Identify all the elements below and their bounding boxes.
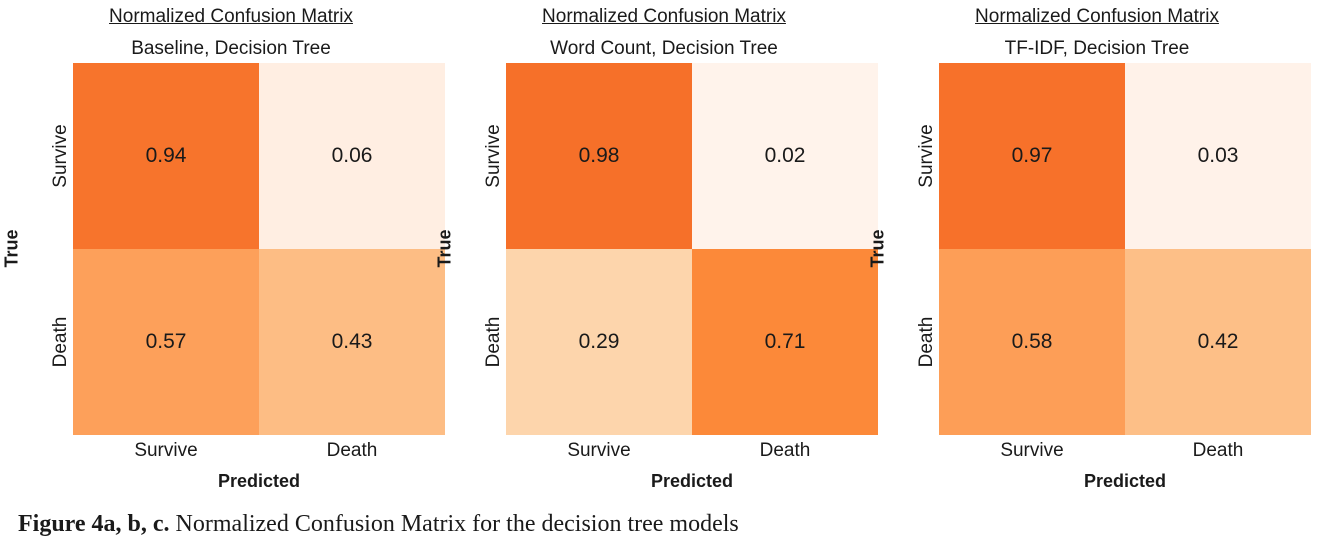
x-tick-label: Survive	[1000, 440, 1064, 461]
x-tick-label: Death	[326, 440, 378, 461]
heatmap-cell: 0.98	[506, 63, 692, 249]
confusion-matrix-panel: Normalized Confusion Matrix TF-IDF, Decis…	[868, 0, 1312, 500]
cell-value-label: 0.29	[578, 330, 620, 353]
x-tick-label: Survive	[567, 440, 631, 461]
cell-value-label: 0.71	[764, 330, 806, 353]
y-tick-label: Death	[916, 316, 937, 368]
heatmap-cell: 0.42	[1125, 249, 1311, 435]
heatmap-cell: 0.97	[939, 63, 1125, 249]
y-axis-title: True	[867, 229, 888, 268]
heatmap-cell: 0.03	[1125, 63, 1311, 249]
cell-value-label: 0.02	[764, 144, 806, 167]
y-tick-label: Survive	[916, 124, 937, 188]
figure-caption: Figure 4a, b, c. Normalized Confusion Ma…	[18, 511, 739, 538]
chart-subtitle: Baseline, Decision Tree	[131, 38, 331, 59]
chart-title: Normalized Confusion Matrix	[542, 6, 786, 27]
confusion-matrix-panel: Normalized Confusion Matrix Word Count, D…	[435, 0, 879, 500]
x-axis-title: Predicted	[217, 471, 301, 491]
heatmap-cell: 0.29	[506, 249, 692, 435]
chart-subtitle: TF-IDF, Decision Tree	[1004, 38, 1190, 59]
cell-value-label: 0.98	[578, 144, 620, 167]
heatmap-cell: 0.02	[692, 63, 878, 249]
x-axis-title: Predicted	[1083, 471, 1167, 491]
cell-value-label: 0.03	[1197, 144, 1239, 167]
x-tick-label: Survive	[134, 440, 198, 461]
y-tick-label: Death	[483, 316, 504, 368]
x-axis-title: Predicted	[650, 471, 734, 491]
y-axis-title: True	[1, 229, 22, 268]
chart-title: Normalized Confusion Matrix	[975, 6, 1219, 27]
caption-text: Normalized Confusion Matrix for the deci…	[169, 511, 739, 537]
cell-value-label: 0.94	[145, 144, 187, 167]
x-tick-label: Death	[759, 440, 811, 461]
cell-value-label: 0.43	[331, 330, 373, 353]
heatmap-grid: 0.98 0.02 0.29 0.71	[506, 63, 879, 435]
cell-value-label: 0.57	[145, 330, 187, 353]
chart-subtitle: Word Count, Decision Tree	[550, 38, 778, 59]
y-tick-label: Survive	[50, 124, 71, 188]
caption-label: Figure 4a, b, c.	[18, 511, 170, 537]
heatmap-grid: 0.97 0.03 0.58 0.42	[939, 63, 1312, 435]
heatmap-cell: 0.58	[939, 249, 1125, 435]
cell-value-label: 0.42	[1197, 330, 1239, 353]
y-tick-label: Survive	[483, 124, 504, 188]
heatmap-cell: 0.43	[259, 249, 445, 435]
heatmap-grid: 0.94 0.06 0.57 0.43	[73, 63, 446, 435]
cell-value-label: 0.58	[1011, 330, 1053, 353]
heatmap-cell: 0.94	[73, 63, 259, 249]
y-tick-label: Death	[50, 316, 71, 368]
heatmap-cell: 0.57	[73, 249, 259, 435]
cell-value-label: 0.97	[1011, 144, 1053, 167]
heatmap-cell: 0.71	[692, 249, 878, 435]
x-tick-label: Death	[1192, 440, 1244, 461]
confusion-matrix-panel: Normalized Confusion Matrix Baseline, Dec…	[2, 0, 446, 500]
chart-title: Normalized Confusion Matrix	[109, 6, 353, 27]
heatmap-cell: 0.06	[259, 63, 445, 249]
y-axis-title: True	[434, 229, 455, 268]
cell-value-label: 0.06	[331, 144, 373, 167]
